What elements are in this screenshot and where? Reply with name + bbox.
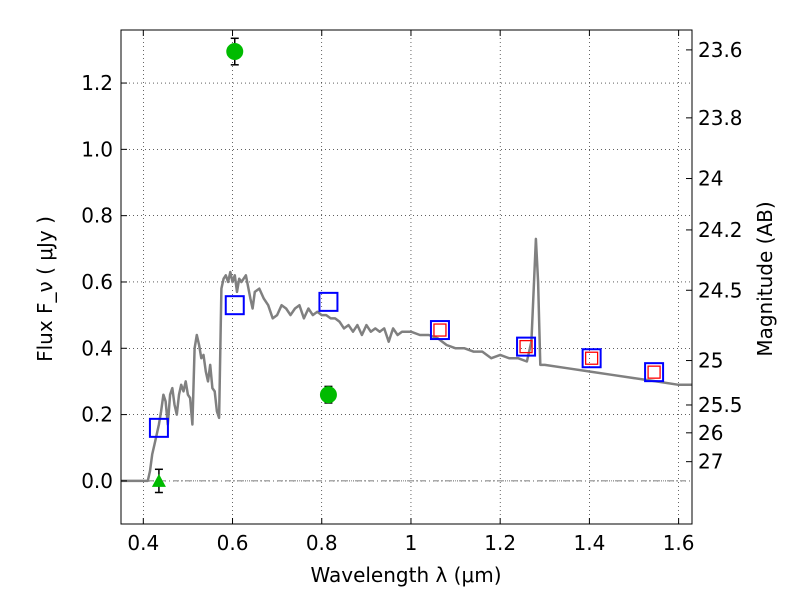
upper-limit-triangle-marker [151, 473, 166, 487]
photometry-square-marker [429, 320, 450, 341]
photometry-square-marker [148, 417, 169, 438]
right-tick-label: 24.5 [698, 278, 743, 302]
x-tick-label: 0.8 [306, 531, 338, 555]
right-tick-label: 27 [698, 450, 723, 474]
y-tick-label: 0.0 [81, 469, 113, 493]
y-tick-label: 0.6 [81, 270, 113, 294]
x-tick-label: 0.4 [127, 531, 159, 555]
axis-ticks: 0.4 0.6 0.8 1 1.2 1.4 1.6 0.0 0.2 0.4 0.6 0.8 1.0 1.2… [81, 30, 743, 555]
spectrum-line [121, 237, 692, 483]
y-tick-label: 0.4 [81, 336, 113, 360]
right-tick-label: 25.5 [698, 393, 743, 417]
y-right-axis-label: Magnitude (AB) [753, 201, 777, 357]
x-axis-label: Wavelength λ (μm) [310, 563, 501, 587]
right-tick-label: 26 [698, 421, 723, 445]
photometry-square-marker [644, 362, 665, 383]
right-tick-label: 24 [698, 167, 723, 191]
photometry-square-marker [224, 295, 245, 316]
photometry-square-marker [318, 291, 339, 312]
right-tick-label: 25 [698, 349, 723, 373]
detection-circle-marker [226, 43, 244, 61]
y-tick-label: 1.2 [81, 71, 113, 95]
y-tick-label: 1.0 [81, 137, 113, 161]
photometry-square-marker [516, 336, 537, 357]
y-tick-label: 0.8 [81, 204, 113, 228]
y-tick-label: 0.2 [81, 403, 113, 427]
x-tick-label: 1.4 [573, 531, 605, 555]
x-tick-label: 1.2 [484, 531, 516, 555]
y-axis-label: Flux F_ν ( μJy ) [33, 216, 57, 362]
model-square-marker [519, 339, 533, 354]
model-square-marker [584, 351, 599, 365]
right-tick-label: 23.8 [698, 106, 743, 130]
photometry-markers [148, 37, 665, 494]
detection-circle-marker [319, 386, 337, 404]
photometry-square-marker [581, 348, 602, 369]
right-tick-label: 23.6 [698, 38, 743, 62]
x-tick-label: 0.6 [217, 531, 249, 555]
model-square-marker [433, 323, 447, 337]
model-square-marker [647, 365, 661, 379]
model-spectrum [121, 237, 692, 483]
y-axis-label-wrap: Flux F_ν ( μJy ) [33, 216, 63, 362]
x-tick-label: 1.6 [663, 531, 695, 555]
x-tick-label: 1 [405, 531, 418, 555]
plot-frame [120, 29, 693, 525]
y-right-axis-label-wrap: Magnitude (AB) [753, 201, 783, 356]
right-tick-label: 24.2 [698, 218, 743, 242]
